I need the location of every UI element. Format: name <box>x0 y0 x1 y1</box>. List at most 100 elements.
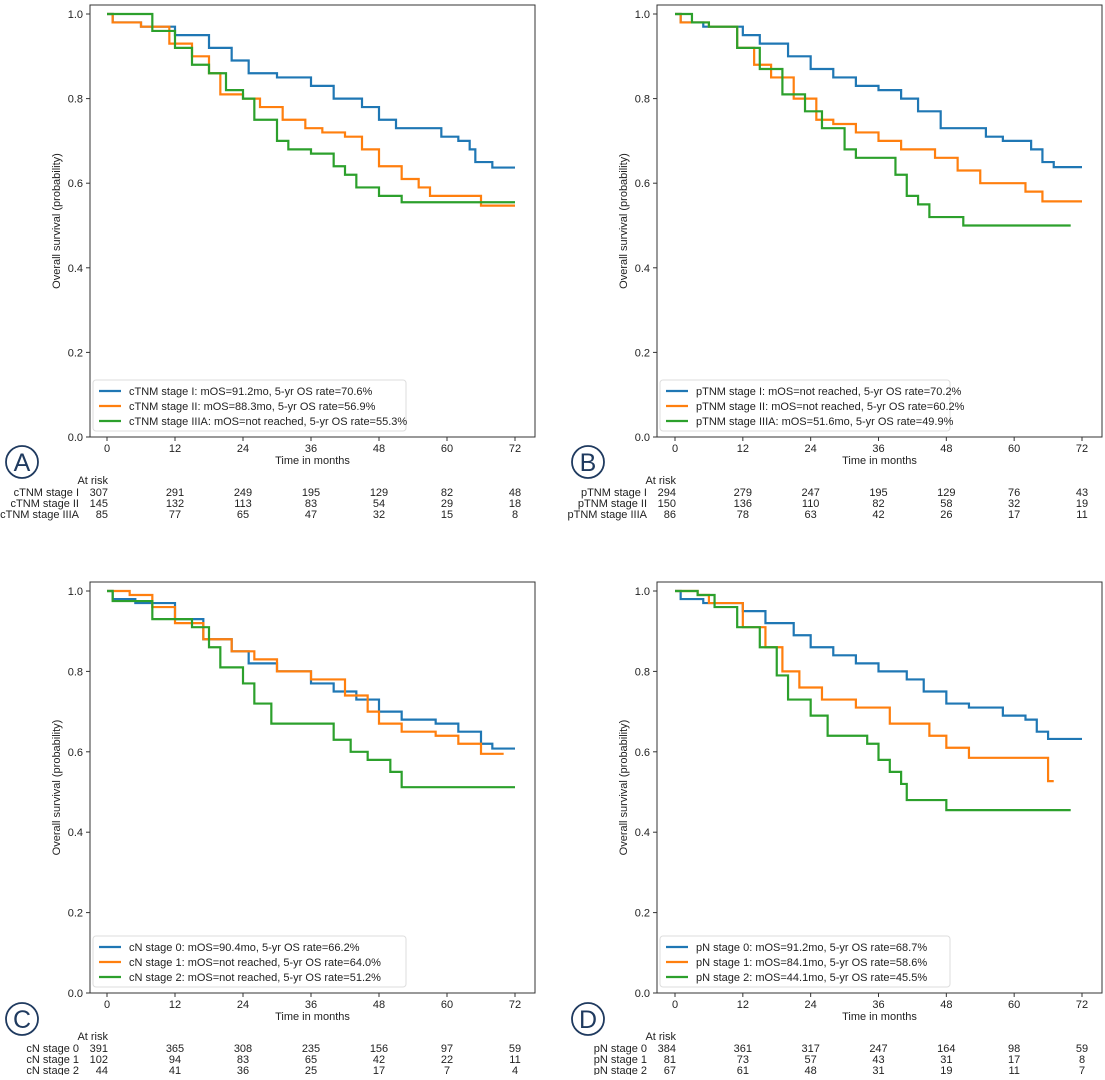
at-risk-count: 17 <box>373 1065 385 1075</box>
at-risk-count: 17 <box>1008 509 1020 521</box>
at-risk-count: 195 <box>869 487 887 499</box>
at-risk-count: 129 <box>370 487 388 499</box>
x-tick-label: 0 <box>104 443 110 455</box>
y-tick-label: 0.6 <box>68 178 83 190</box>
at-risk-row-label: cN stage 0 <box>26 1043 79 1055</box>
at-risk-count: 54 <box>373 498 385 510</box>
at-risk-count: 102 <box>90 1054 108 1066</box>
x-axis-label: Time in months <box>842 455 917 467</box>
legend <box>659 379 951 432</box>
at-risk-count: 78 <box>737 509 749 521</box>
at-risk-count: 29 <box>441 498 453 510</box>
y-tick-label: 0.0 <box>68 432 83 444</box>
x-tick-label: 0 <box>672 443 678 455</box>
at-risk-row-label: pN stage 0 <box>594 1043 647 1055</box>
at-risk-count: 58 <box>940 498 952 510</box>
at-risk-row-label: pTNM stage IIIA <box>568 509 648 521</box>
at-risk-count: 31 <box>872 1065 884 1075</box>
y-tick-label: 0.6 <box>635 178 650 190</box>
at-risk-count: 361 <box>734 1043 752 1055</box>
legend-entry: cN stage 1: mOS=not reached, 5-yr OS rat… <box>129 957 381 969</box>
x-tick-label: 36 <box>872 999 884 1011</box>
at-risk-count: 307 <box>90 487 108 499</box>
at-risk-count: 11 <box>1076 509 1087 521</box>
x-tick-label: 24 <box>237 443 249 455</box>
y-axis-label: Overall survival (probability) <box>618 153 630 289</box>
x-tick-label: 24 <box>805 443 817 455</box>
at-risk-count: 67 <box>664 1065 676 1075</box>
at-risk-count: 43 <box>872 1054 884 1066</box>
legend-entry: pN stage 1: mOS=84.1mo, 5-yr OS rate=58.… <box>696 957 927 969</box>
survival-curve-2 <box>675 589 1071 812</box>
x-axis-label: Time in months <box>842 1011 917 1023</box>
legend-entry: cTNM stage II: mOS=88.3mo, 5-yr OS rate=… <box>129 401 376 413</box>
y-tick-label: 0.8 <box>68 666 83 678</box>
at-risk-count: 18 <box>509 498 521 510</box>
at-risk-count: 94 <box>169 1054 181 1066</box>
at-risk-count: 113 <box>234 498 252 510</box>
legend-entry: pN stage 0: mOS=91.2mo, 5-yr OS rate=68.… <box>696 942 927 954</box>
at-risk-title: At risk <box>77 1031 108 1043</box>
at-risk-count: 11 <box>1008 1065 1019 1075</box>
x-tick-label: 12 <box>169 999 181 1011</box>
survival-curve-2 <box>107 589 515 789</box>
at-risk-count: 7 <box>444 1065 450 1075</box>
survival-curve-2 <box>107 12 515 204</box>
x-tick-label: 24 <box>237 999 249 1011</box>
y-tick-label: 1.0 <box>68 586 83 598</box>
at-risk-count: 195 <box>302 487 320 499</box>
panel-badge <box>571 1002 605 1036</box>
y-axis-label: Overall survival (probability) <box>51 720 63 856</box>
x-tick-label: 72 <box>509 443 521 455</box>
survival-curve-1 <box>107 12 515 207</box>
at-risk-count: 47 <box>305 509 317 521</box>
at-risk-count: 76 <box>1008 487 1020 499</box>
legend <box>92 379 407 432</box>
y-tick-label: 1.0 <box>635 9 650 21</box>
x-tick-label: 48 <box>940 999 952 1011</box>
panel-badge-letter: B <box>580 449 597 477</box>
panel-badge <box>5 1002 39 1036</box>
at-risk-count: 384 <box>658 1043 676 1055</box>
survival-curve-0 <box>675 12 1082 169</box>
survival-curve-1 <box>107 589 504 755</box>
at-risk-count: 25 <box>305 1065 317 1075</box>
at-risk-count: 308 <box>234 1043 252 1055</box>
legend-entry: cN stage 2: mOS=not reached, 5-yr OS rat… <box>129 972 381 984</box>
x-tick-label: 0 <box>672 999 678 1011</box>
at-risk-count: 110 <box>802 498 820 510</box>
legend-entry: cTNM stage IIIA: mOS=not reached, 5-yr O… <box>129 416 407 428</box>
y-tick-label: 0.0 <box>635 432 650 444</box>
at-risk-row-label: cTNM stage I <box>14 487 79 499</box>
at-risk-count: 15 <box>441 509 453 521</box>
x-tick-label: 72 <box>509 999 521 1011</box>
at-risk-count: 249 <box>234 487 252 499</box>
at-risk-row-label: pN stage 1 <box>594 1054 647 1066</box>
x-tick-label: 36 <box>305 443 317 455</box>
at-risk-count: 365 <box>166 1043 184 1055</box>
x-tick-label: 48 <box>373 999 385 1011</box>
at-risk-count: 317 <box>801 1043 819 1055</box>
plot-frame <box>89 4 536 438</box>
at-risk-count: 65 <box>237 509 249 521</box>
at-risk-count: 22 <box>441 1054 453 1066</box>
at-risk-count: 36 <box>237 1065 249 1075</box>
panel-badge-letter: A <box>14 449 31 477</box>
x-tick-label: 24 <box>805 999 817 1011</box>
legend-entry: cN stage 0: mOS=90.4mo, 5-yr OS rate=66.… <box>129 942 360 954</box>
at-risk-count: 73 <box>737 1054 749 1066</box>
x-tick-label: 60 <box>441 443 453 455</box>
at-risk-count: 136 <box>734 498 752 510</box>
x-tick-label: 12 <box>737 443 749 455</box>
at-risk-count: 85 <box>96 509 108 521</box>
x-tick-label: 48 <box>940 443 952 455</box>
at-risk-count: 82 <box>441 487 453 499</box>
plot-frame <box>656 4 1103 438</box>
at-risk-count: 77 <box>169 509 181 521</box>
at-risk-count: 59 <box>1076 1043 1088 1055</box>
x-tick-label: 60 <box>441 999 453 1011</box>
panel-B: 0.0 0.2 0.4 0.6 0.8 1.0 0 12 24 36 48 60 72 Time in m… <box>568 4 1103 521</box>
at-risk-count: 61 <box>737 1065 749 1075</box>
y-tick-label: 0.6 <box>68 747 83 759</box>
